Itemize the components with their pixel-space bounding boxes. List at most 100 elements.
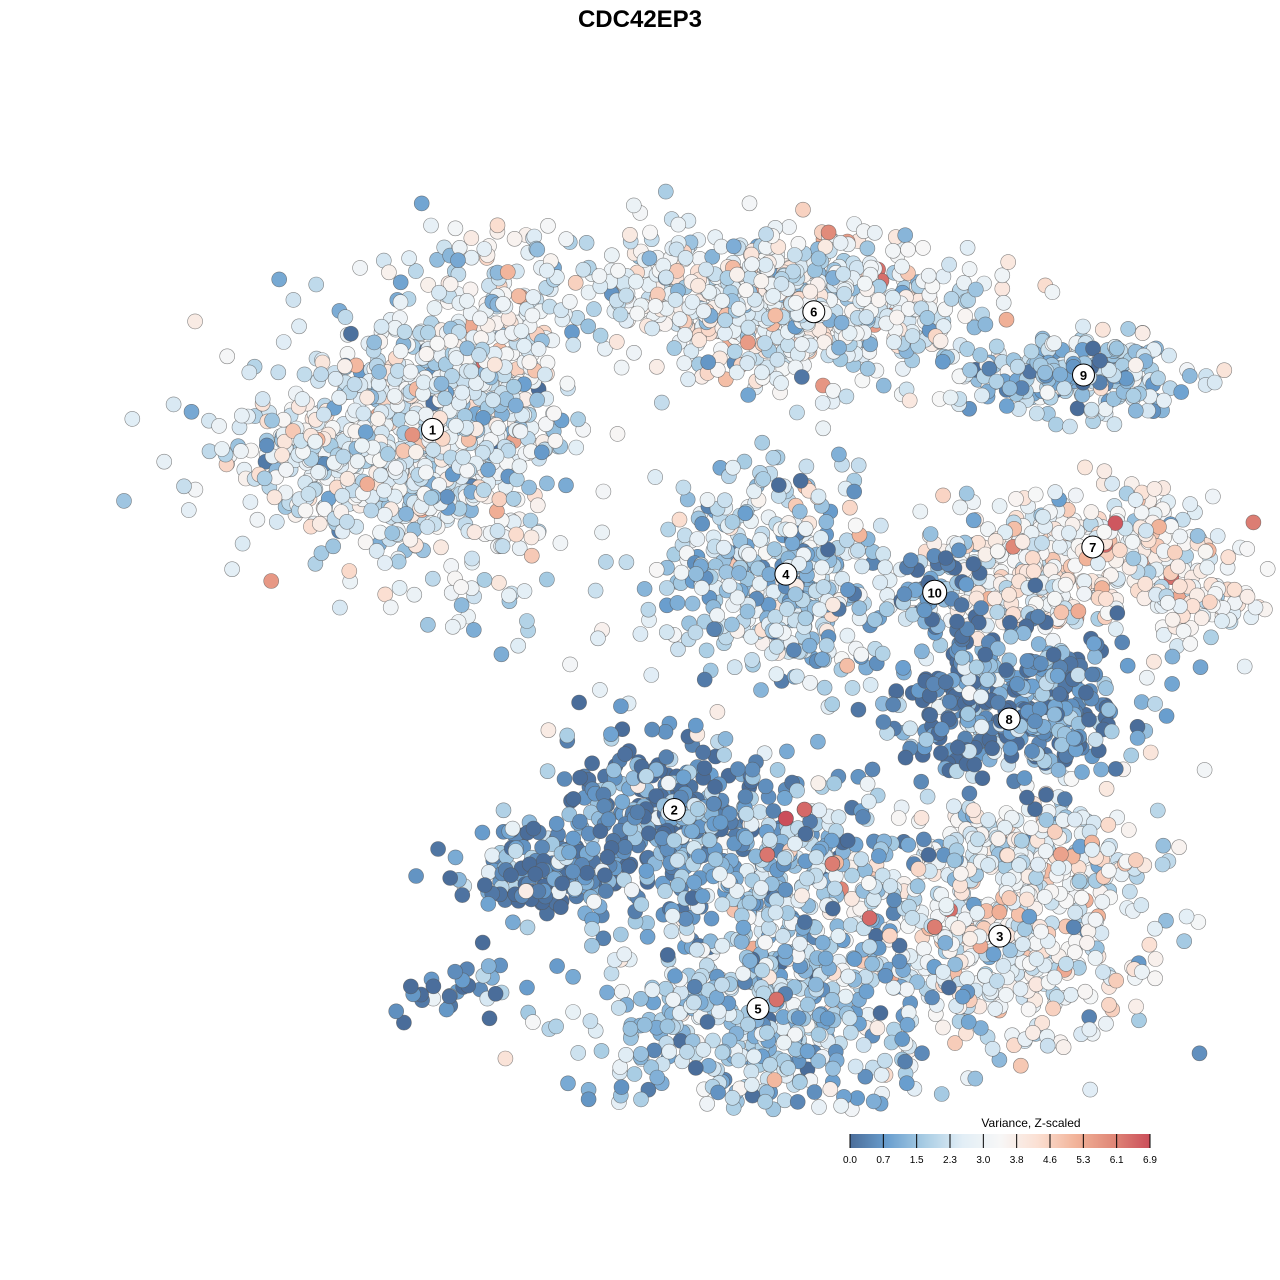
cell-point [549, 958, 565, 974]
cell-point [1048, 416, 1064, 433]
cell-point [941, 256, 957, 273]
cell-point [1027, 577, 1044, 594]
cell-point [873, 1067, 890, 1083]
cell-point [696, 671, 713, 688]
cell-point [984, 1041, 1001, 1057]
cell-point [1019, 789, 1035, 806]
cell-point [1002, 740, 1019, 757]
cell-point [1095, 321, 1111, 338]
cell-point [999, 847, 1016, 864]
cell-point [508, 526, 525, 543]
cell-point [176, 478, 192, 495]
cell-point [610, 262, 626, 279]
cell-point [1061, 525, 1077, 541]
cell-point [840, 968, 857, 985]
cell-point [1035, 508, 1051, 525]
cell-point [864, 955, 880, 972]
cell-point [994, 280, 1011, 297]
cell-point [1057, 576, 1074, 593]
cell-point [875, 714, 892, 730]
cell-point [556, 771, 573, 787]
cell-point [744, 761, 761, 778]
cell-point [935, 964, 951, 980]
cell-point [1013, 832, 1030, 849]
cell-point [1203, 629, 1219, 646]
cell-point [1101, 862, 1117, 879]
cell-point [841, 1010, 858, 1027]
cell-point [592, 682, 608, 698]
cell-point [613, 1079, 630, 1095]
cell-point [725, 238, 742, 255]
cell-point [799, 870, 815, 887]
cell-point [960, 1014, 977, 1030]
cell-point [853, 851, 870, 868]
cell-point [669, 852, 686, 869]
cell-point [862, 677, 879, 693]
cell-point [1037, 843, 1054, 859]
cell-point [638, 863, 655, 879]
cell-point [1176, 933, 1192, 950]
cell-point [472, 310, 488, 327]
cell-point [677, 911, 694, 927]
cell-point [814, 934, 831, 951]
cell-point [1075, 318, 1091, 335]
cell-point [1103, 723, 1120, 740]
cell-point [915, 240, 931, 256]
cell-point [371, 364, 387, 380]
cell-point [1160, 594, 1176, 611]
cell-point [559, 727, 576, 744]
cell-point [815, 420, 832, 437]
cell-point [1202, 594, 1218, 610]
cell-point [770, 477, 787, 493]
cell-point [990, 831, 1007, 847]
cell-point [439, 489, 456, 505]
cell-point [187, 313, 203, 330]
cell-point [794, 887, 810, 904]
cell-point [965, 512, 982, 529]
cell-point [585, 840, 601, 857]
cell-point [933, 721, 950, 738]
cell-point [885, 243, 901, 259]
cell-point [1057, 791, 1073, 807]
cell-point [833, 1098, 849, 1114]
cell-point [847, 517, 864, 534]
cell-point [730, 1052, 747, 1069]
cell-point [442, 870, 459, 886]
cell-point [614, 793, 631, 810]
cell-point [707, 851, 724, 868]
cell-point [331, 389, 348, 406]
cell-point [346, 376, 363, 393]
cell-point [1065, 919, 1082, 936]
cell-point [818, 514, 835, 530]
cell-point [1011, 857, 1027, 873]
cell-point [605, 762, 622, 779]
cell-point [912, 503, 929, 520]
cell-point [1076, 585, 1092, 602]
cell-point [968, 659, 985, 676]
cell-point [810, 250, 827, 267]
cell-point [861, 938, 878, 955]
cell-point [659, 947, 676, 963]
cell-point [1071, 873, 1088, 890]
cell-point [725, 459, 741, 476]
cell-point [1046, 969, 1063, 986]
cell-point [424, 570, 441, 587]
cell-point [466, 524, 483, 541]
cell-point [372, 467, 389, 484]
cell-point [339, 513, 355, 530]
cell-point [1172, 578, 1188, 595]
cell-point [404, 409, 421, 426]
cell-point [741, 546, 757, 563]
cell-point [1019, 653, 1036, 669]
cell-point [332, 599, 348, 616]
cell-point [508, 471, 525, 488]
cell-point [998, 987, 1014, 1003]
cell-point [757, 934, 774, 951]
cell-point [837, 988, 854, 1005]
cell-point [878, 601, 895, 618]
cell-point [962, 930, 978, 947]
cell-point [1024, 550, 1041, 567]
cell-point [781, 219, 797, 235]
cell-point [1046, 706, 1063, 723]
cell-point [714, 896, 731, 913]
